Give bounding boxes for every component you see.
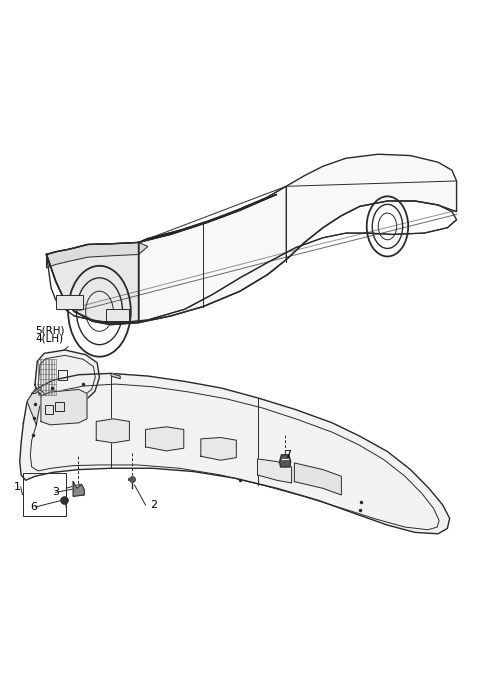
Text: 2: 2 [150, 500, 157, 510]
Text: 6: 6 [30, 502, 37, 512]
Bar [45, 405, 53, 414]
Polygon shape [47, 242, 139, 323]
Polygon shape [139, 194, 277, 242]
Polygon shape [47, 242, 139, 324]
Polygon shape [96, 419, 130, 443]
Text: 3: 3 [52, 487, 59, 498]
Polygon shape [20, 373, 450, 534]
Bar [56, 294, 84, 309]
Polygon shape [32, 387, 41, 393]
Polygon shape [257, 459, 292, 483]
Text: 1: 1 [14, 482, 21, 492]
Bar [55, 402, 63, 411]
Polygon shape [145, 427, 184, 451]
Polygon shape [35, 350, 99, 403]
Polygon shape [139, 155, 456, 323]
Polygon shape [41, 390, 87, 425]
Polygon shape [47, 242, 148, 268]
Polygon shape [73, 482, 84, 496]
Polygon shape [294, 463, 341, 495]
Polygon shape [280, 455, 291, 467]
Bar [107, 309, 130, 322]
Text: 5(RH): 5(RH) [35, 326, 64, 336]
Bar [59, 370, 67, 380]
Polygon shape [111, 373, 120, 379]
Text: 4(LH): 4(LH) [35, 334, 63, 344]
Polygon shape [27, 390, 46, 425]
Bar [23, 473, 66, 516]
Polygon shape [201, 438, 236, 460]
Text: 7: 7 [284, 450, 291, 460]
